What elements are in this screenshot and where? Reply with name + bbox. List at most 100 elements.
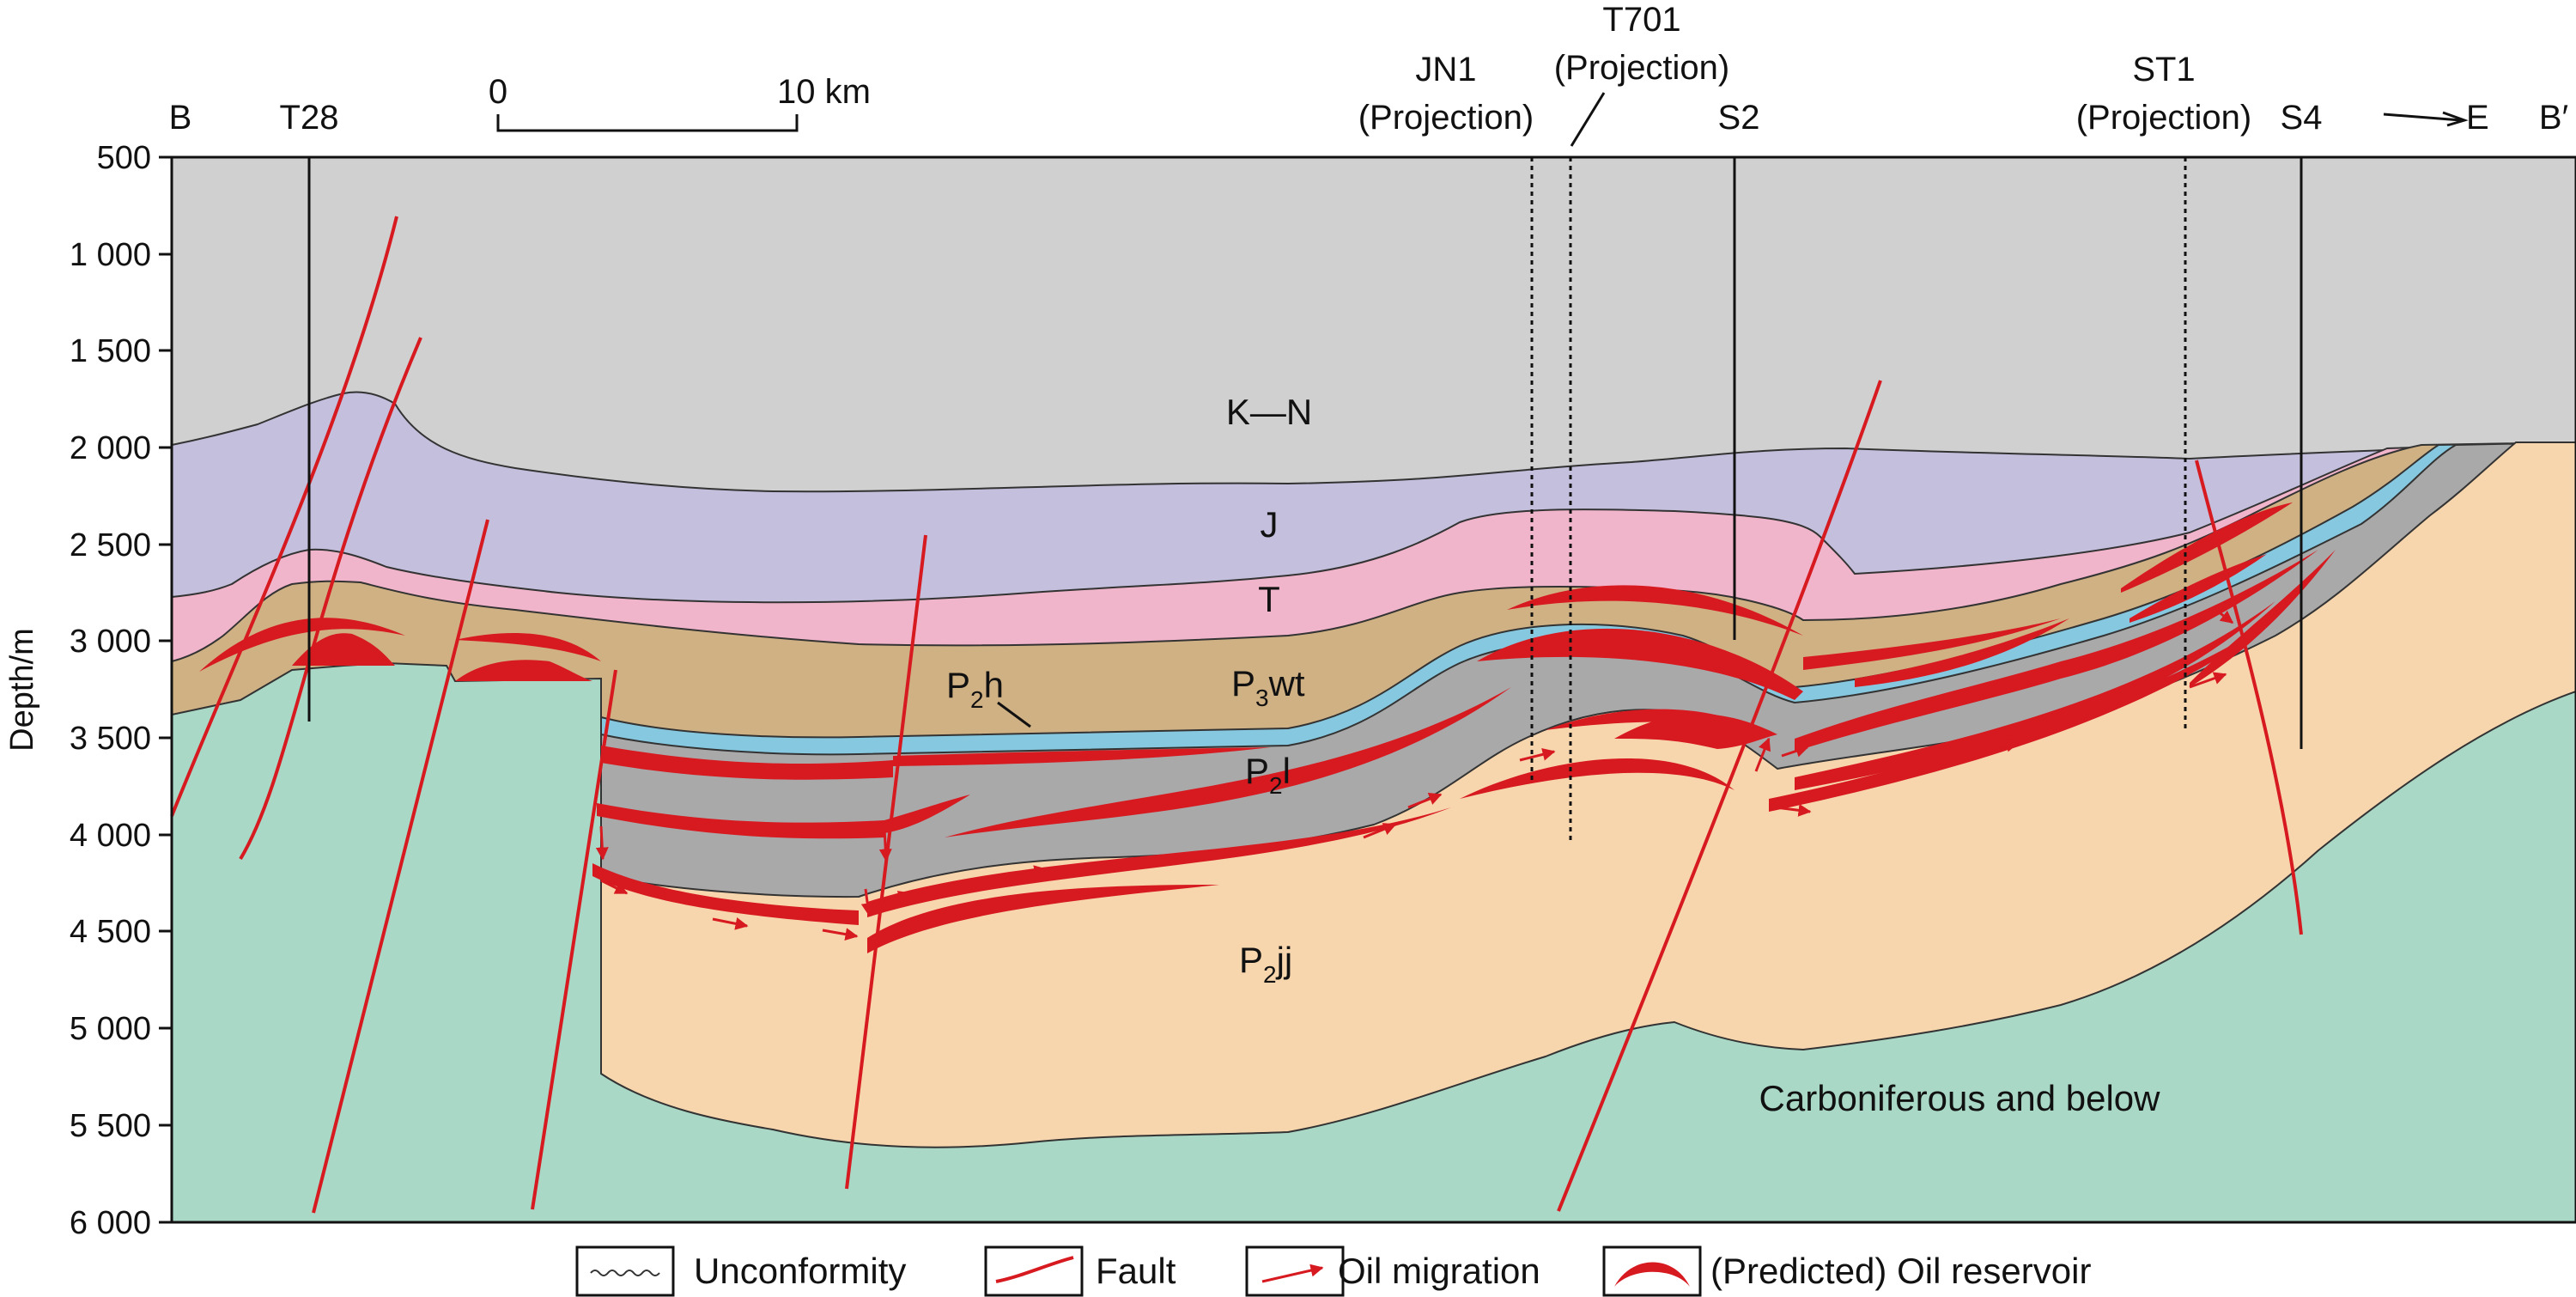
y-tick-label: 5 500 <box>70 1108 151 1144</box>
well-note-st1: (Projection) <box>2076 99 2252 137</box>
p2h-leader-line <box>997 701 1031 728</box>
legend-label-migration: Oil migration <box>1338 1251 1540 1291</box>
y-tick-label: 5 000 <box>70 1011 151 1047</box>
reservoir-body <box>2129 554 2267 623</box>
oil-migration-arrow <box>2189 672 2227 689</box>
reservoir-body <box>1507 585 1803 636</box>
layer-label-p2h: P2h <box>946 665 1004 713</box>
y-axis-ticks <box>159 155 172 1224</box>
oil-migration-arrow <box>1754 737 1771 772</box>
layer-label-p3wt: P3wt <box>1231 663 1305 711</box>
oil-migration-arrow <box>595 825 609 861</box>
well-label-st1: ST1 <box>2132 51 2195 88</box>
well-note-jn1: (Projection) <box>1358 99 1534 137</box>
unconformity-icon <box>590 1270 660 1276</box>
fault-line <box>845 534 927 1190</box>
y-tick-label: 1 500 <box>70 333 151 369</box>
reservoir-body <box>867 807 1451 917</box>
layer-label-p2l: P2l <box>1245 751 1291 799</box>
oil-migration-arrow <box>822 928 859 941</box>
scale-bar-line <box>496 114 799 132</box>
direction-arrowhead-icon <box>2442 111 2469 127</box>
legend-label-reservoir: (Predicted) Oil reservoir <box>1710 1251 2091 1291</box>
oil-reservoirs <box>199 502 2336 953</box>
y-tick-label: 1 000 <box>70 237 151 273</box>
reservoir-body <box>867 885 1219 953</box>
oil-migration-arrow <box>600 879 629 895</box>
section-start-label: B <box>169 99 192 137</box>
layer-label-j: J <box>1261 504 1279 545</box>
well-label-t28: T28 <box>280 99 339 137</box>
scale-bar-end: 10 km <box>777 73 871 111</box>
reservoir-body <box>592 863 859 925</box>
legend: Unconformity Fault Oil migration (Predic… <box>575 1245 2091 1297</box>
reservoir-body <box>893 747 1271 766</box>
reservoir-body <box>2190 550 2336 687</box>
oil-reservoir-icon <box>1614 1262 1690 1287</box>
well-label-s2: S2 <box>1718 99 1760 137</box>
y-tick-label: 4 000 <box>70 818 151 854</box>
oil-migration-arrow <box>1519 747 1556 762</box>
reservoir-body <box>601 746 893 780</box>
direction-indicator: E <box>2383 99 2489 137</box>
fault-line <box>1557 380 1882 1212</box>
direction-label: E <box>2466 99 2489 137</box>
stratigraphic-layers <box>172 157 2576 1222</box>
layer-label-p2jj: P2jj <box>1239 940 1292 988</box>
fault-line <box>2195 460 2303 935</box>
layer-label-kn: K—N <box>1226 392 1312 432</box>
layer-label-carboniferous: Carboniferous and below <box>1759 1078 2161 1118</box>
reservoir-body <box>2121 502 2293 593</box>
wells <box>307 92 2303 842</box>
reservoir-body <box>1477 628 1803 700</box>
legend-swatch-migration <box>1245 1245 1345 1297</box>
oil-migration-arrow <box>1011 865 1048 879</box>
oil-migration-arrow <box>1781 745 1809 758</box>
oil-migration-arrow <box>712 916 749 930</box>
section-end-label: B′ <box>2539 99 2568 137</box>
oil-migration-arrow <box>860 888 874 916</box>
y-axis-tick-labels: 500 1 000 1 500 2 000 2 500 3 000 3 500 … <box>70 140 151 1241</box>
oil-migration-arrow <box>884 891 912 904</box>
reservoir-body <box>1460 758 1735 799</box>
fault-line <box>312 519 489 1214</box>
faults <box>170 216 2303 1214</box>
layer-carboniferous <box>172 661 2576 1222</box>
y-tick-label: 3 000 <box>70 624 151 660</box>
well-label-s4: S4 <box>2281 99 2323 137</box>
y-tick-label: 2 000 <box>70 430 151 466</box>
oil-migration-icon <box>1261 1264 1324 1283</box>
well-label-t701: T701 <box>1602 1 1680 39</box>
reservoir-body <box>1795 601 2275 790</box>
oil-migration-arrow <box>878 828 892 862</box>
y-tick-label: 500 <box>97 140 151 176</box>
oil-migration-arrow <box>1407 792 1443 809</box>
y-tick-label: 6 000 <box>70 1205 151 1241</box>
y-tick-label: 2 500 <box>70 527 151 563</box>
oil-migration-arrow <box>1775 803 1812 817</box>
direction-arrow-icon <box>2383 113 2462 122</box>
oil-migration-arrow <box>909 885 946 899</box>
scale-bar-zero: 0 <box>489 73 507 111</box>
fault-line <box>170 216 398 817</box>
t701-leader-line <box>1570 92 1606 147</box>
reservoir-body <box>1614 714 1777 749</box>
reservoir-body <box>455 633 601 661</box>
reservoir-body <box>455 660 592 681</box>
oil-migration-arrows <box>595 606 2234 941</box>
y-axis-label: Depth/m <box>4 628 40 752</box>
reservoir-body <box>884 795 970 833</box>
fault-line <box>531 669 617 1210</box>
plot-frame <box>170 155 2576 1224</box>
reservoir-body <box>597 803 884 839</box>
y-tick-label: 4 500 <box>70 914 151 950</box>
reservoir-body <box>1795 550 2318 752</box>
reservoir-body <box>1769 618 2275 812</box>
reservoir-body <box>292 633 395 666</box>
scale-bar: 0 10 km <box>489 73 871 132</box>
fault-icon <box>995 1256 1074 1283</box>
legend-label-unconformity: Unconformity <box>694 1251 906 1291</box>
reservoir-body <box>199 618 405 672</box>
y-tick-label: 3 500 <box>70 721 151 757</box>
